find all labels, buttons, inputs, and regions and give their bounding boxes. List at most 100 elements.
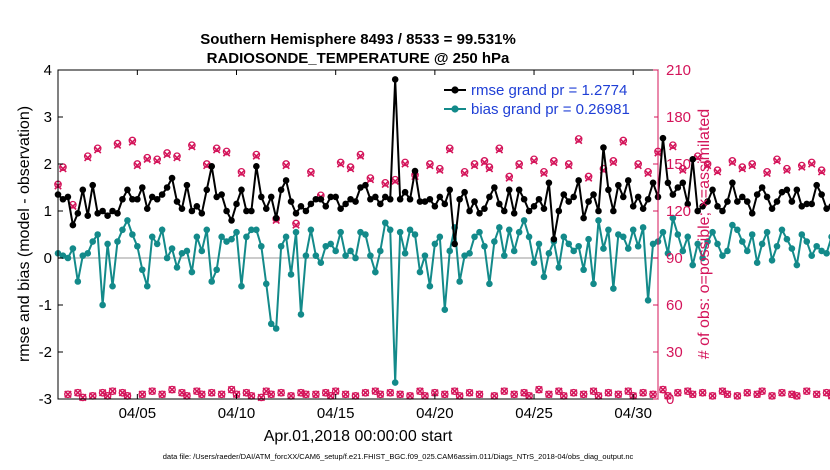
bias-point bbox=[248, 226, 255, 234]
bias-point bbox=[773, 242, 781, 250]
y-tick-label: -1 bbox=[39, 297, 52, 314]
obs-assimilated-point bbox=[535, 385, 543, 394]
obs-assimilated-point bbox=[133, 161, 142, 170]
bias-point bbox=[436, 233, 444, 241]
obs-possible-point bbox=[381, 178, 390, 187]
y2-axis-label: # of obs: o=possible; ×=assimilated bbox=[696, 109, 713, 359]
obs-assimilated-point bbox=[178, 388, 186, 397]
rmse-point bbox=[89, 181, 97, 189]
bias-point bbox=[287, 271, 295, 278]
rmse-point bbox=[729, 179, 736, 187]
bias-point bbox=[119, 226, 126, 234]
obs-possible-point bbox=[624, 387, 633, 396]
bias-point bbox=[659, 228, 667, 236]
obs-assimilated-point bbox=[59, 164, 67, 173]
obs-possible-point bbox=[748, 160, 757, 168]
obs-possible-point bbox=[510, 390, 519, 399]
bias-point bbox=[545, 250, 553, 257]
obs-possible-point bbox=[604, 388, 613, 397]
obs-possible-point bbox=[197, 390, 206, 399]
obs-possible-point bbox=[188, 141, 196, 150]
obs-assimilated-point bbox=[669, 143, 677, 151]
rmse-point bbox=[605, 186, 612, 194]
obs-assimilated-point bbox=[510, 390, 518, 399]
obs-possible-point bbox=[634, 160, 643, 168]
bias-point bbox=[84, 250, 92, 257]
rmse-point bbox=[218, 191, 225, 198]
y2-tick-label: 180 bbox=[666, 109, 691, 126]
obs-possible-point bbox=[312, 390, 320, 399]
bias-point bbox=[768, 257, 776, 264]
rmse-point bbox=[332, 193, 339, 201]
bias-point bbox=[471, 233, 478, 241]
obs-assimilated-point bbox=[569, 388, 578, 397]
bias-point bbox=[401, 250, 409, 257]
chart-subtitle: RADIOSONDE_TEMPERATURE @ 250 hPa bbox=[207, 50, 510, 67]
rmse-point bbox=[575, 177, 582, 184]
bias-point bbox=[153, 240, 161, 248]
obs-possible-point bbox=[768, 392, 776, 400]
obs-possible-point bbox=[564, 160, 573, 168]
bias-point bbox=[148, 233, 156, 241]
rmse-point bbox=[778, 188, 786, 196]
rmse-point bbox=[634, 193, 642, 201]
rmse-point bbox=[763, 193, 771, 201]
rmse-point bbox=[659, 134, 667, 142]
bias-point bbox=[193, 233, 201, 241]
obs-possible-point bbox=[817, 166, 826, 175]
obs-assimilated-point bbox=[312, 390, 320, 399]
bias-point bbox=[94, 231, 101, 238]
rmse-point bbox=[421, 198, 429, 205]
bias-point bbox=[233, 228, 240, 236]
obs-assimilated-point bbox=[292, 221, 300, 229]
rmse-point bbox=[228, 217, 235, 224]
rmse-point bbox=[808, 200, 816, 208]
rmse-point bbox=[748, 210, 756, 217]
bias-point bbox=[808, 252, 816, 259]
rmse-point bbox=[694, 207, 701, 215]
obs-assimilated-point bbox=[287, 392, 295, 400]
bias-point bbox=[461, 252, 468, 259]
obs-possible-point bbox=[778, 388, 786, 397]
rmse-point bbox=[262, 205, 270, 212]
bias-point bbox=[719, 252, 726, 259]
obs-possible-point bbox=[396, 390, 404, 399]
rmse-point bbox=[431, 203, 439, 210]
legend-rmse-label: rmse grand pr = 1.2774 bbox=[471, 82, 627, 99]
obs-assimilated-point bbox=[93, 146, 102, 154]
obs-assimilated-point bbox=[614, 390, 623, 399]
rmse-point bbox=[496, 200, 503, 208]
obs-assimilated-point bbox=[455, 392, 464, 400]
obs-assimilated-point bbox=[79, 393, 87, 402]
obs-possible-point bbox=[366, 174, 375, 182]
rmse-point bbox=[193, 203, 201, 210]
rmse-point bbox=[396, 195, 404, 203]
y2-tick-label: 120 bbox=[666, 203, 691, 220]
bias-point bbox=[312, 252, 320, 259]
obs-assimilated-point bbox=[688, 390, 697, 399]
obs-assimilated-point bbox=[594, 392, 603, 400]
legend-bias-marker bbox=[451, 105, 459, 113]
obs-assimilated-point bbox=[748, 161, 756, 170]
rmse-point bbox=[282, 177, 290, 184]
obs-possible-point bbox=[168, 385, 176, 394]
rmse-point bbox=[813, 181, 820, 189]
bias-point bbox=[803, 238, 811, 245]
bias-point bbox=[734, 226, 741, 234]
bias-point bbox=[476, 228, 483, 236]
obs-assimilated-point bbox=[634, 161, 642, 170]
obs-count-markers bbox=[54, 135, 830, 402]
rmse-point bbox=[619, 193, 627, 201]
obs-possible-point bbox=[143, 153, 152, 162]
y-tick-label: 4 bbox=[44, 62, 52, 79]
obs-assimilated-point bbox=[148, 387, 156, 395]
obs-possible-point bbox=[500, 387, 509, 396]
bias-point bbox=[332, 247, 339, 255]
rmse-point bbox=[530, 203, 538, 210]
obs-assimilated-point bbox=[163, 150, 171, 159]
bias-point bbox=[491, 238, 498, 245]
rmse-point bbox=[104, 212, 111, 219]
obs-assimilated-point bbox=[386, 388, 394, 397]
rmse-point bbox=[391, 76, 399, 83]
y-tick-label: 1 bbox=[44, 203, 52, 220]
